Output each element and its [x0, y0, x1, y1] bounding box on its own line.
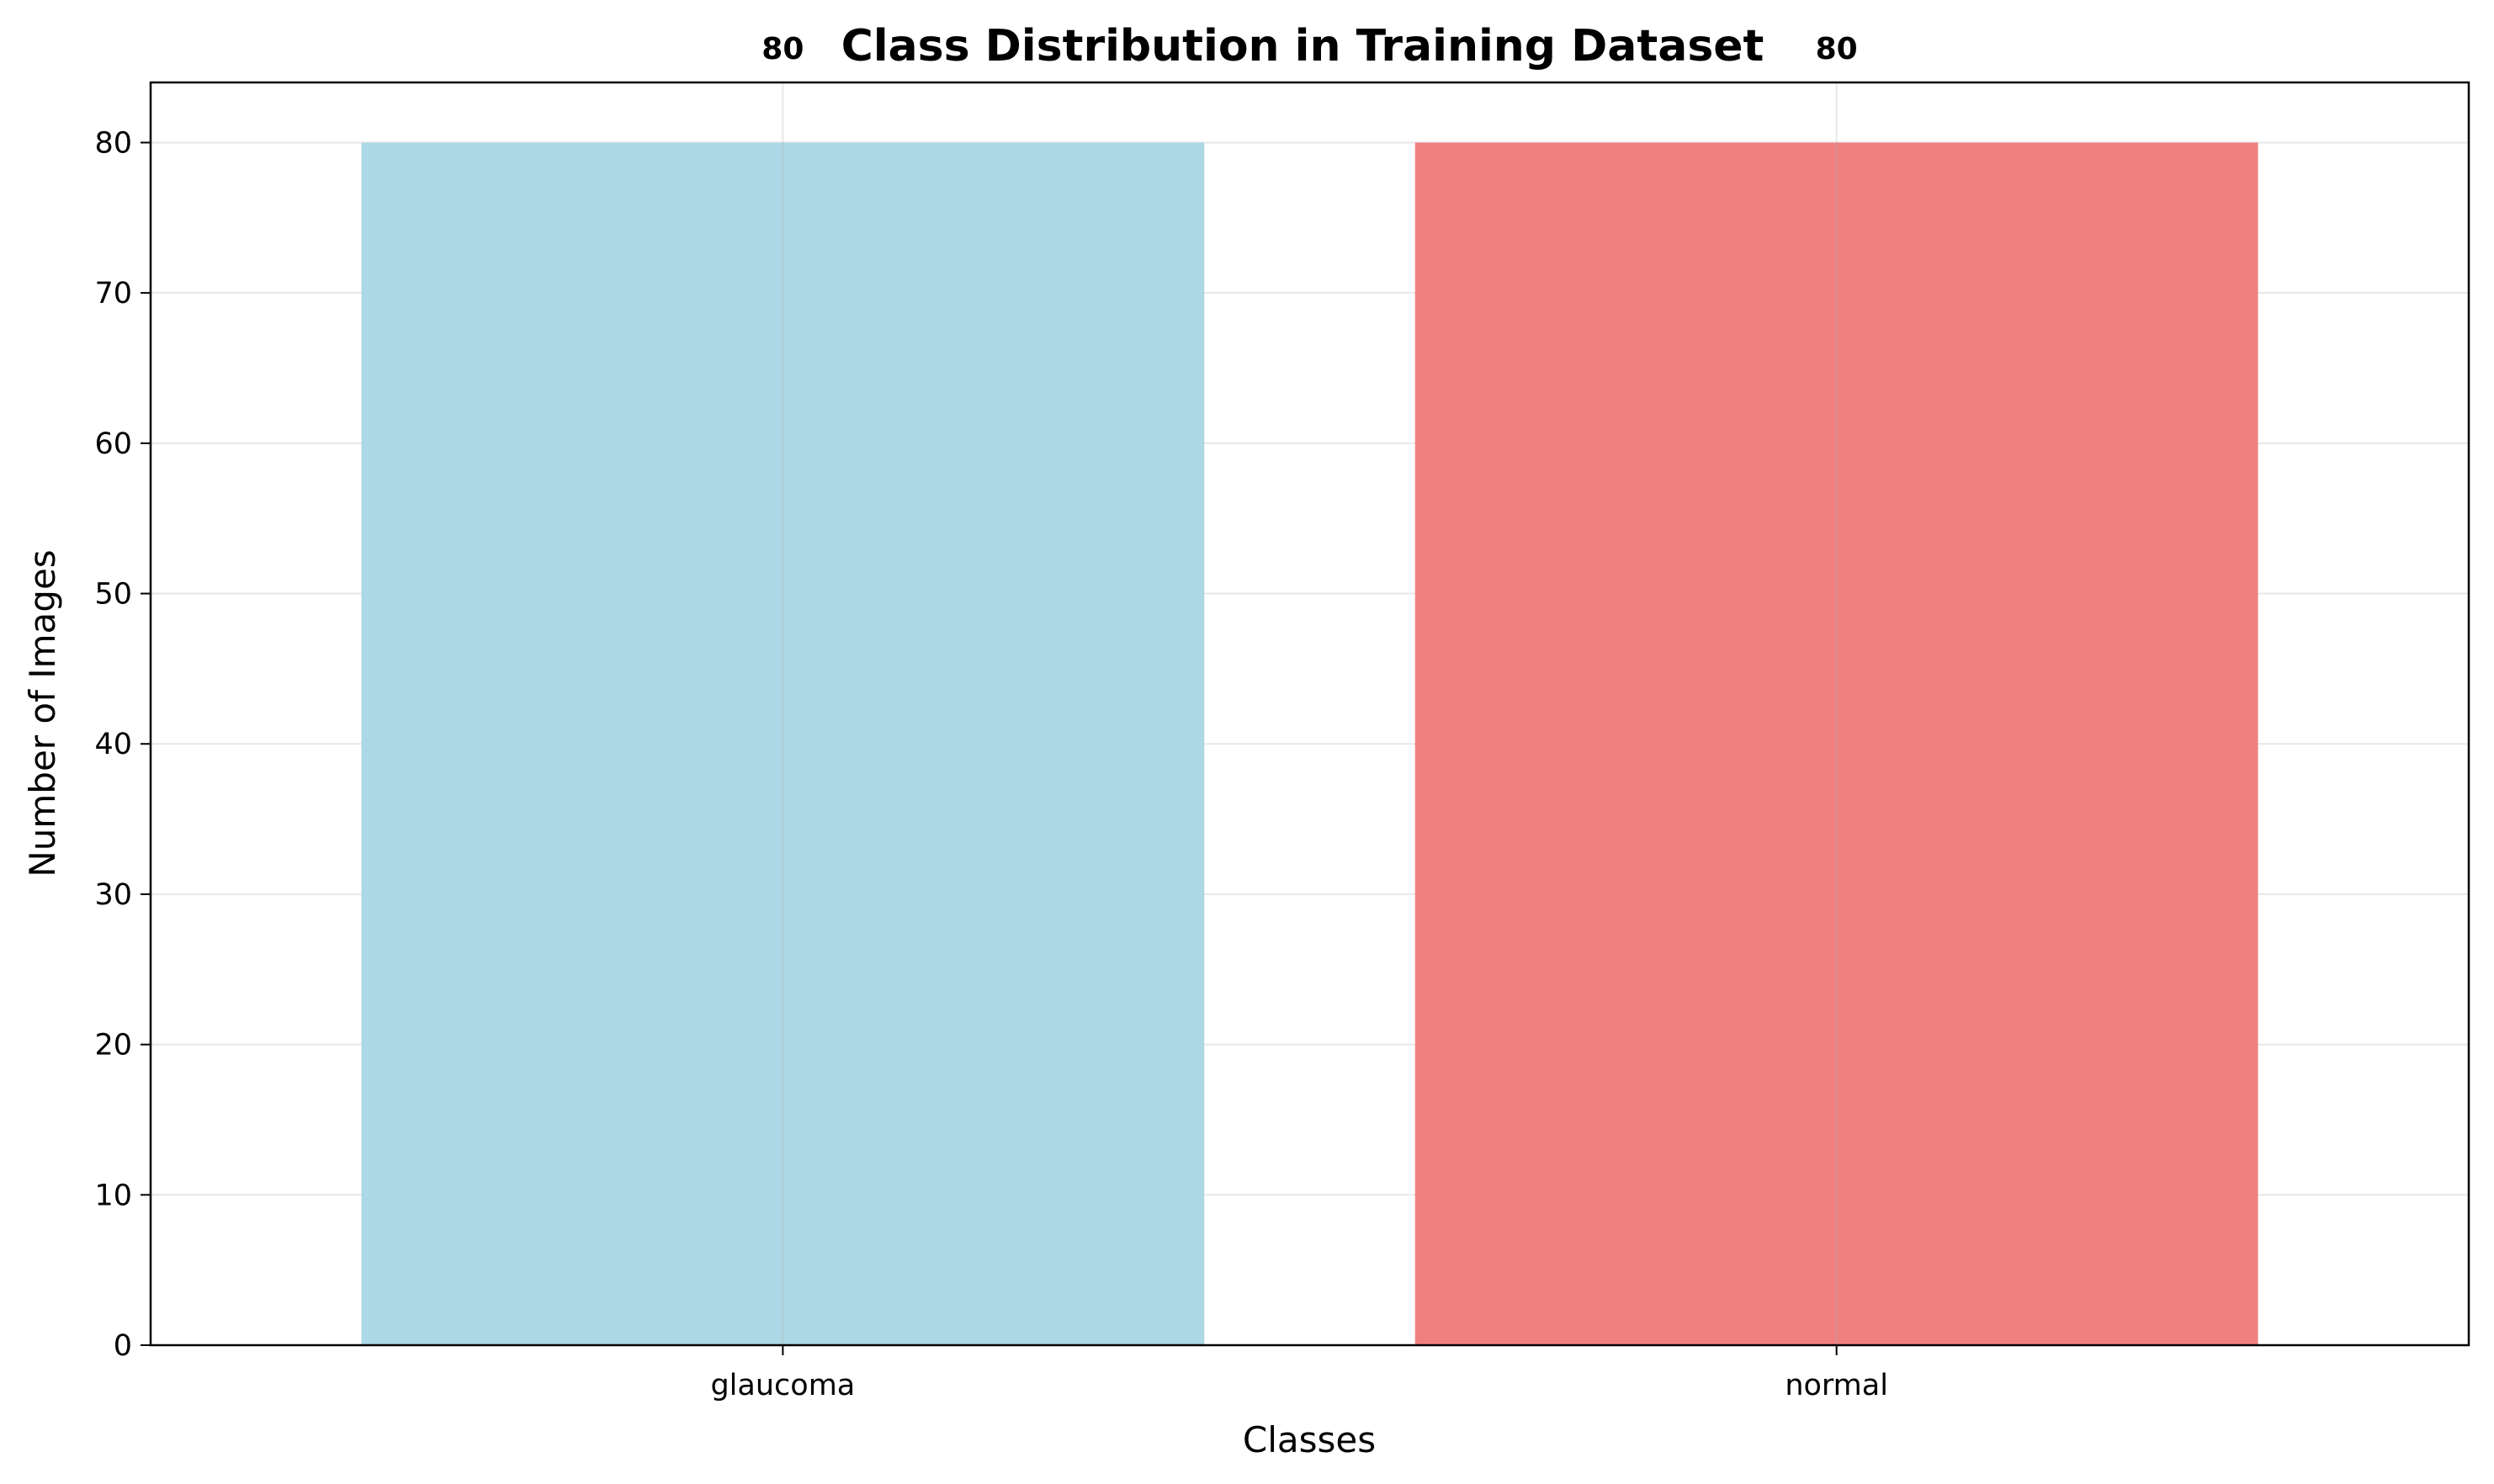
x-tick-label-glaucoma: glaucoma: [710, 1369, 855, 1402]
x-axis-label: Classes: [1243, 1419, 1376, 1460]
data-labels: 80 80: [761, 32, 1857, 66]
y-tick-label: 10: [94, 1179, 132, 1212]
chart-title: Class Distribution in Training Dataset: [841, 21, 1764, 72]
y-tick-label: 0: [114, 1329, 132, 1363]
data-label-normal: 80: [1816, 32, 1858, 66]
vertical-grid-lines: [782, 82, 1838, 1345]
y-axis-ticks: 0 10 20 30 40 50 60 70 80: [94, 126, 151, 1363]
y-tick-label: 30: [94, 878, 132, 912]
data-label-glaucoma: 80: [761, 32, 804, 66]
x-axis-ticks: glaucoma normal: [710, 1345, 1888, 1402]
y-tick-label: 40: [94, 728, 132, 761]
bar-normal: [1414, 142, 2258, 1345]
y-tick-label: 50: [94, 578, 132, 612]
y-tick-label: 20: [94, 1029, 132, 1063]
y-tick-label: 80: [94, 126, 132, 160]
y-tick-label: 60: [94, 427, 132, 461]
bar-glaucoma: [361, 142, 1205, 1345]
y-axis-label: Number of Images: [22, 549, 63, 877]
plot-frame: [149, 81, 2470, 1347]
x-tick-label-normal: normal: [1785, 1369, 1888, 1402]
bars: [361, 142, 2258, 1345]
y-tick-label: 70: [94, 277, 132, 310]
